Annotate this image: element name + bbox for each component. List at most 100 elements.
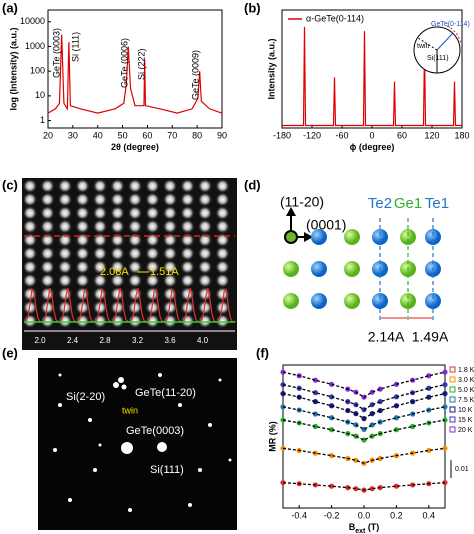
peak-annotation: GeTe (0006) (119, 38, 129, 88)
y-tick-label: 10 (35, 90, 45, 100)
atom-column (180, 179, 195, 193)
ge-atom (283, 293, 299, 309)
atom-column (40, 179, 55, 193)
atom-column (198, 206, 212, 220)
x-axis-label: ϕ (degree) (350, 142, 395, 152)
legend-label: 5.0 K (458, 387, 474, 394)
arrow-head (286, 207, 296, 216)
x-tick-label: 60 (397, 130, 407, 140)
y-axis-label: log (Intensity) (a.u.) (8, 28, 18, 111)
distance-label: 1.49A (412, 329, 449, 345)
fit-line (282, 371, 446, 398)
scale-label: 2.4 (67, 336, 79, 345)
arrow-head (304, 232, 313, 242)
atom-column (23, 233, 37, 247)
x-tick-label: -180 (273, 130, 291, 140)
atom-column (23, 314, 37, 328)
data-line (282, 26, 462, 127)
peak-annotation: Si (111) (70, 32, 80, 62)
atom-column (163, 206, 177, 220)
scale-label: 4.0 (197, 336, 209, 345)
y-axis-label: Intensity (a.u.) (266, 38, 276, 99)
data-point (312, 377, 318, 383)
legend-label: 10 K (458, 407, 473, 414)
data-point (312, 411, 318, 417)
data-point (353, 486, 359, 492)
diffraction-spot (53, 448, 57, 452)
atom-column (180, 206, 195, 220)
data-point (426, 447, 432, 454)
atom-column (75, 219, 90, 234)
legend-marker (449, 376, 456, 383)
atom-column (198, 246, 212, 261)
diffraction-spot (68, 498, 72, 502)
y-tick-label: 100 (30, 66, 45, 76)
legend-label: 7.5 K (458, 397, 474, 404)
diffraction-spot (121, 442, 133, 454)
atom-column (215, 246, 230, 261)
atom-column (145, 192, 160, 207)
atom-column (93, 314, 107, 328)
atom-column (128, 233, 142, 247)
ge-atom (344, 261, 360, 277)
stem-image: 2.08A 1.51A 2.0 2.4 2.8 3.2 3.6 4.0 (22, 178, 237, 350)
legend-label: 1.8 K (458, 367, 474, 374)
legend-marker (449, 386, 456, 393)
atom-column (163, 246, 177, 261)
atom-column (128, 206, 142, 220)
y-tick-label: 1 (40, 115, 45, 125)
atom-column (40, 314, 55, 328)
atom-column (93, 179, 107, 193)
atom-column (93, 260, 107, 274)
te-atom (425, 229, 441, 245)
atom-column (163, 260, 177, 274)
atom-column (180, 246, 195, 261)
ge-atom (344, 229, 360, 245)
atom-column (40, 246, 55, 261)
ge-atom (283, 261, 299, 277)
legend-marker (449, 426, 456, 433)
atom-column (58, 179, 72, 193)
fit-line (282, 384, 446, 411)
data-point (329, 427, 335, 433)
x-tick-label: 120 (424, 130, 439, 140)
inset-arc (446, 25, 462, 45)
data-point (361, 426, 367, 432)
x-tick-label: 0.2 (390, 510, 403, 520)
atom-column (145, 260, 160, 274)
inset-label: GeTe(0-114) (431, 21, 470, 28)
atom-column (23, 260, 37, 274)
x-tick-label: 30 (68, 130, 78, 140)
data-point (312, 423, 318, 430)
axis-label: (0001) (306, 217, 346, 233)
structure-diagram: (11-20) (0001) Te2 Ge1 Te1 2.14A 1.49A (280, 194, 449, 345)
te-atom (311, 261, 327, 277)
data-point (426, 385, 432, 391)
data-point (377, 455, 383, 462)
atom-column (40, 260, 55, 274)
data-point (312, 390, 318, 396)
x-tick-label: 90 (217, 130, 227, 140)
diffraction-spot (208, 423, 212, 427)
atom-column (75, 233, 90, 247)
atom-column (128, 260, 142, 274)
axis-label: (11-20) (280, 194, 324, 210)
atom-column (58, 219, 72, 234)
scale-label: 2.0 (34, 336, 46, 345)
data-point (369, 486, 375, 492)
atom-column (145, 179, 160, 193)
diffraction-spot (113, 382, 119, 388)
atom-column (93, 206, 107, 220)
x-axis-label-unit: (T) (365, 522, 379, 532)
atom-column (58, 246, 72, 261)
data-point (329, 415, 335, 421)
x-tick-label: -60 (335, 130, 348, 140)
atom-column (40, 219, 55, 234)
x-axis-label: B (349, 522, 356, 532)
atom-column (40, 233, 55, 247)
legend-marker (449, 366, 456, 373)
diffraction-spot (58, 403, 62, 407)
atom-column (180, 260, 195, 274)
scale-bar-label: 0.01 (455, 466, 469, 473)
peak-annotation: GeTe (0009) (190, 50, 200, 100)
